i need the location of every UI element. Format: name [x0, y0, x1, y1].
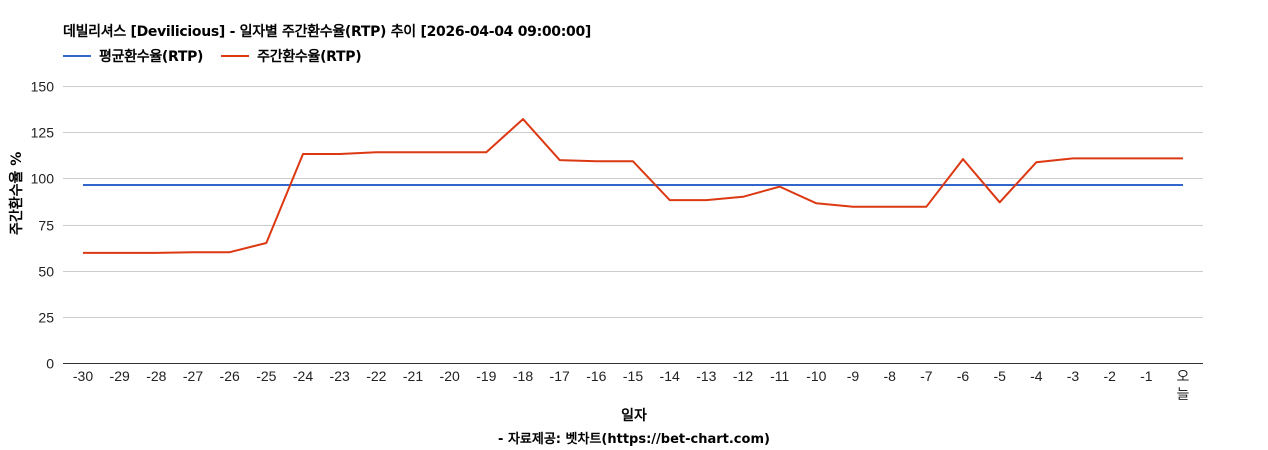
x-tick-label: -21 [403, 368, 423, 384]
x-tick-label: -12 [733, 368, 753, 384]
series-lines [83, 118, 1183, 254]
y-tick-label: 150 [31, 79, 55, 95]
x-tick-label: -29 [110, 368, 130, 384]
legend-item-weekly[interactable]: 주간환수율(RTP) [221, 46, 362, 66]
data-source: - 자료제공: 벳차트(https://bet-chart.com) [498, 432, 770, 447]
x-tick-label: -10 [806, 368, 826, 384]
y-axis-title-text: 주간환수율 % [9, 151, 25, 235]
legend-item-average[interactable]: 평균환수율(RTP) [63, 46, 203, 66]
y-axis-ticks: 0 25 50 75 100 125 150 [31, 79, 55, 372]
y-tick-label: 50 [38, 264, 54, 280]
x-tick-label: -7 [920, 368, 933, 384]
x-tick-label: -25 [256, 368, 276, 384]
y-axis-title: 주간환수율 % [6, 152, 26, 235]
gridlines [63, 86, 1203, 364]
x-tick-label: -15 [623, 368, 643, 384]
x-tick-label: -17 [550, 368, 570, 384]
x-tick-label: -8 [883, 368, 896, 384]
x-tick-label: -5 [993, 368, 1006, 384]
x-tick-label: -22 [366, 368, 386, 384]
legend: 평균환수율(RTP) 주간환수율(RTP) [63, 46, 379, 66]
chart-title: 데빌리셔스 [Devilicious] - 일자별 주간환수율(RTP) 추이 … [63, 24, 592, 40]
y-tick-label: 75 [38, 218, 54, 234]
x-tick-label: -2 [1103, 368, 1116, 384]
x-tick-label: -1 [1140, 368, 1153, 384]
weekly-rtp-line[interactable] [83, 118, 1183, 254]
x-tick-label: -28 [146, 368, 166, 384]
x-axis-ticks: -30 -29 -28 -27 -26 -25 -24 -23 -22 -21 -20 -19 -18 -… [73, 368, 1190, 402]
x-tick-label: -6 [957, 368, 970, 384]
y-tick-label: 0 [46, 356, 54, 372]
x-tick-label: -11 [770, 368, 789, 384]
x-tick-label: -9 [847, 368, 860, 384]
x-tick-label: -20 [440, 368, 460, 384]
y-tick-label: 100 [31, 171, 55, 187]
x-tick-label: -13 [696, 368, 716, 384]
x-tick-label: -4 [1030, 368, 1043, 384]
x-tick-label: -27 [183, 368, 203, 384]
y-tick-label: 25 [38, 310, 54, 326]
x-tick-label: -24 [293, 368, 313, 384]
weekly-line-swatch-icon [221, 55, 250, 57]
x-tick-label: -26 [220, 368, 240, 384]
x-axis-title: 일자 [621, 408, 647, 424]
x-tick-label: -16 [586, 368, 606, 384]
x-tick-label: -19 [476, 368, 496, 384]
x-tick-label: -3 [1067, 368, 1080, 384]
x-tick-label: -23 [330, 368, 350, 384]
x-tick-label: 늘 [1177, 386, 1190, 402]
legend-label: 평균환수율(RTP) [99, 49, 204, 65]
legend-label: 주간환수율(RTP) [257, 49, 362, 65]
x-tick-label: -30 [73, 368, 93, 384]
x-tick-label: 오 [1177, 368, 1190, 384]
y-tick-label: 125 [31, 125, 55, 141]
x-tick-label: -14 [660, 368, 680, 384]
average-line-swatch-icon [63, 55, 91, 57]
x-tick-label: -18 [513, 368, 533, 384]
